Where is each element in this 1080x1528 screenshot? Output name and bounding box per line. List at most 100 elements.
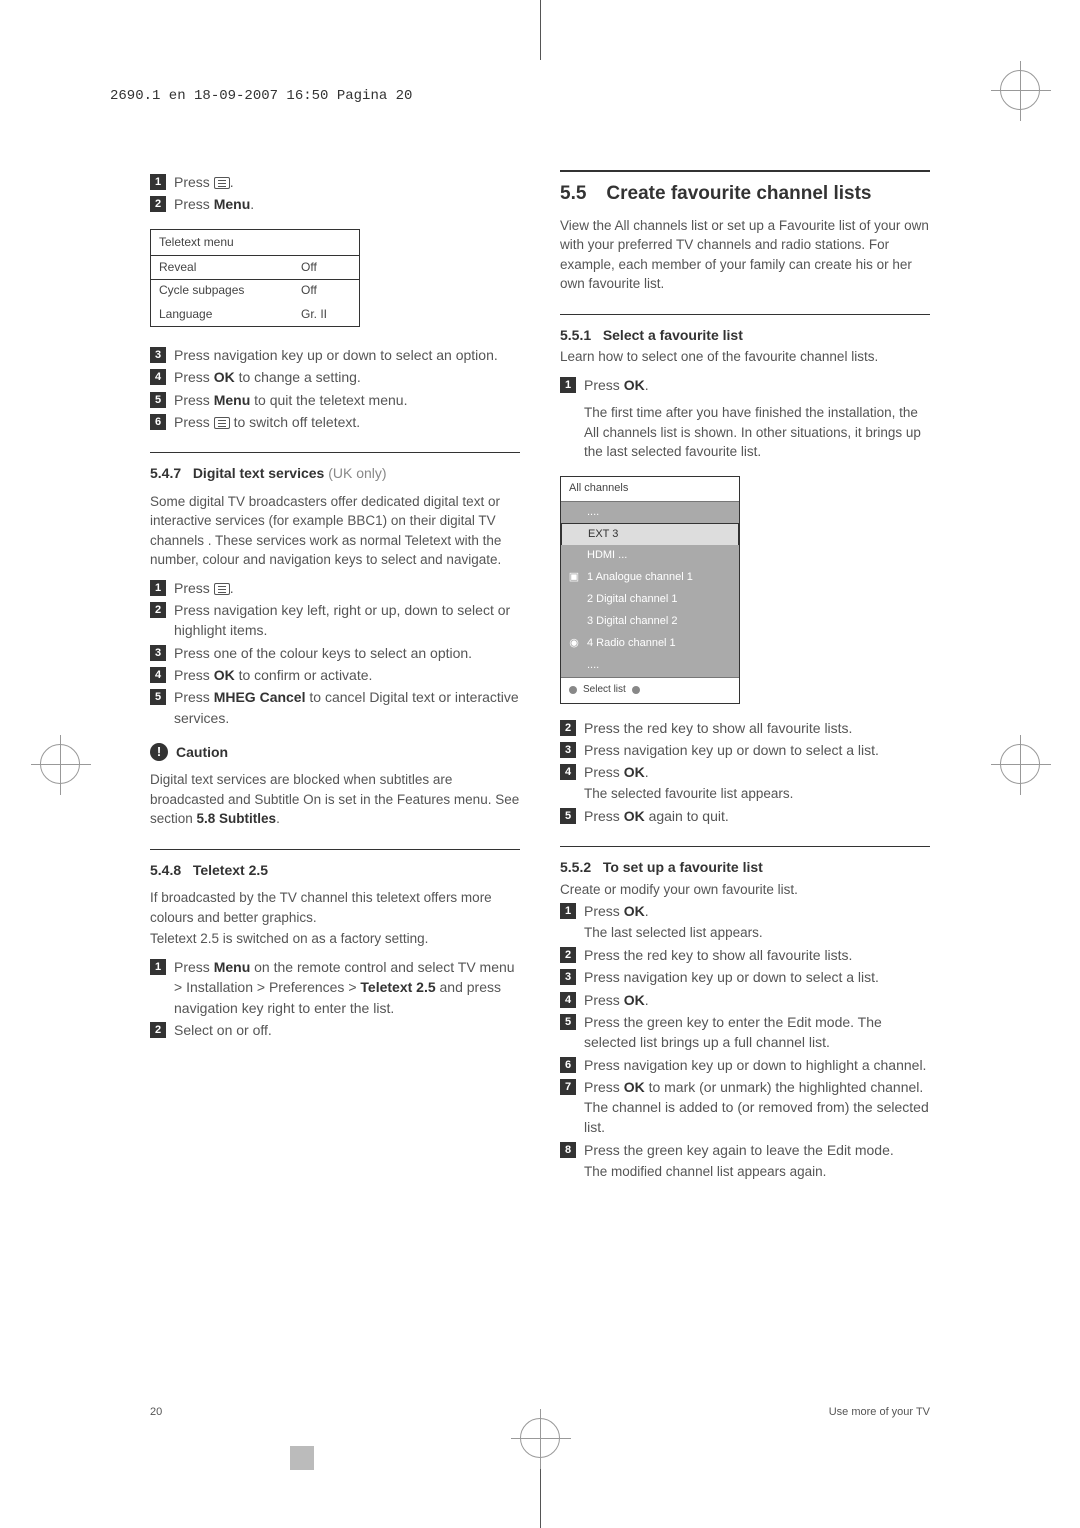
channel-label: HDMI ... (587, 548, 627, 564)
step-item: 5Press the green key to enter the Edit m… (560, 1012, 930, 1053)
step-item: 2 Press navigation key left, right or up,… (150, 600, 520, 641)
section-heading: 5.4.8 Teletext 2.5 (150, 860, 520, 880)
step-text: Press the green key again to leave the E… (584, 1140, 930, 1160)
step-number: 2 (560, 720, 576, 736)
footer-label: Use more of your TV (829, 1406, 930, 1418)
divider (560, 170, 930, 172)
registration-mark (520, 1418, 560, 1458)
channel-row: HDMI ... (561, 545, 739, 567)
step-number: 7 (560, 1079, 576, 1095)
channel-row: ▣1 Analogue channel 1 (561, 567, 739, 589)
main-heading: 5.5 Create favourite channel lists (560, 180, 930, 208)
gray-patch (290, 1446, 314, 1470)
caution-heading: ! Caution (150, 742, 520, 762)
paragraph: Learn how to select one of the favourite… (560, 347, 930, 367)
step-number: 5 (150, 392, 166, 408)
page-content: 1 Press . 2 Press Menu. Teletext menu Re… (150, 170, 930, 1388)
left-column: 1 Press . 2 Press Menu. Teletext menu Re… (150, 170, 520, 1388)
teletext-row: RevealOff (150, 255, 360, 280)
teletext-icon (214, 583, 230, 595)
step-number: 2 (150, 1022, 166, 1038)
step-item: 2 Press Menu. (150, 194, 520, 214)
step-item: 1 Press Menu on the remote control and se… (150, 957, 520, 1018)
subsection-heading: 5.5.2 To set up a favourite list (560, 857, 930, 877)
step-item: 5Press Menu to quit the teletext menu. (150, 390, 520, 410)
page-number: 20 (150, 1406, 162, 1418)
channel-row: EXT 3 (561, 523, 739, 547)
page-footer: 20 Use more of your TV (150, 1406, 930, 1418)
channel-label: EXT 3 (588, 527, 618, 543)
step-number: 1 (150, 959, 166, 975)
divider (150, 452, 520, 453)
paragraph: Create or modify your own favourite list… (560, 880, 930, 900)
channel-row: 2 Digital channel 1 (561, 589, 739, 611)
step-item: 2 Press the red key to show all favourite… (560, 718, 930, 738)
step-text: Press OK to change a setting. (174, 367, 520, 387)
step-item: 1 Press OK. (560, 375, 930, 395)
step-number: 3 (150, 645, 166, 661)
step-text: Press OK. (584, 375, 930, 395)
caution-text: Digital text services are blocked when s… (150, 770, 520, 829)
red-dot-icon (569, 686, 577, 694)
channel-list-box: All channels ....EXT 3HDMI ...▣1 Analogu… (560, 476, 740, 704)
step-item: 3 Press navigation key up or down to sele… (560, 967, 930, 987)
paragraph: View the All channels list or set up a F… (560, 216, 930, 294)
step-item: 5Press MHEG Cancel to cancel Digital tex… (150, 687, 520, 728)
tt-label: Language (159, 306, 301, 323)
step-text: Press navigation key left, right or up, … (174, 600, 520, 641)
step-item: 6 Press navigation key up or down to high… (560, 1055, 930, 1075)
channel-label: 4 Radio channel 1 (587, 636, 676, 652)
tt-label: Reveal (159, 259, 301, 276)
teletext-row: LanguageGr. II (151, 303, 359, 326)
step-text: Press OK. (584, 762, 930, 782)
caution-icon: ! (150, 743, 168, 761)
step-text: Press one of the colour keys to select a… (174, 643, 520, 663)
step-item: 3Press navigation key up or down to sele… (560, 740, 930, 760)
channel-row: .... (561, 502, 739, 524)
step-item: 7Press OK to mark (or unmark) the highli… (560, 1077, 930, 1138)
step-number: 2 (150, 602, 166, 618)
channel-label: .... (587, 658, 599, 674)
step-text: Press navigation key up or down to selec… (584, 967, 930, 987)
step-number: 1 (150, 580, 166, 596)
step-item: 4 Press OK to change a setting. (150, 367, 520, 387)
dot-icon (632, 686, 640, 694)
step-number: 2 (560, 947, 576, 963)
subsection-heading: 5.5.1 Select a favourite list (560, 325, 930, 345)
step-number: 4 (150, 369, 166, 385)
step-number: 3 (560, 742, 576, 758)
channel-row: ◉ 4 Radio channel 1 (561, 633, 739, 655)
channel-type-icon: ◉ (567, 636, 581, 652)
channel-label: .... (587, 505, 599, 521)
tt-value: Off (301, 282, 351, 299)
step-text: Press navigation key up or down to highl… (584, 1055, 930, 1075)
step-item: 1 Press OK. (560, 901, 930, 921)
channel-footer: Select list (561, 677, 739, 703)
step-number: 6 (560, 1057, 576, 1073)
step-text: Press OK. (584, 990, 930, 1010)
step-text: Press Menu on the remote control and sel… (174, 957, 520, 1018)
step-text: Press . (174, 172, 520, 192)
step-number: 1 (560, 903, 576, 919)
step-body-text: The first time after you have finished t… (560, 403, 930, 462)
step-number: 3 (560, 969, 576, 985)
registration-mark (1000, 744, 1040, 784)
step-item: 4Press OK. (560, 990, 930, 1010)
teletext-icon (214, 417, 230, 429)
step-text: Press Menu. (174, 194, 520, 214)
step-text: Press OK. (584, 901, 930, 921)
step-text: Press the red key to show all favourite … (584, 718, 930, 738)
step-item: 3 Press one of the colour keys to select … (150, 643, 520, 663)
registration-mark (40, 744, 80, 784)
step-number: 6 (150, 414, 166, 430)
step-body-text: The modified channel list appears again. (560, 1162, 930, 1182)
step-text: Press . (174, 578, 520, 598)
step-item: 4Press OK. (560, 762, 930, 782)
crop-mark-bottom (540, 1468, 541, 1528)
tt-value: Gr. II (301, 306, 351, 323)
step-item: 3Press navigation key up or down to sele… (150, 345, 520, 365)
step-item: 2Select on or off. (150, 1020, 520, 1040)
right-column: 5.5 Create favourite channel lists View … (560, 170, 930, 1388)
step-number: 1 (560, 377, 576, 393)
step-number: 5 (150, 689, 166, 705)
